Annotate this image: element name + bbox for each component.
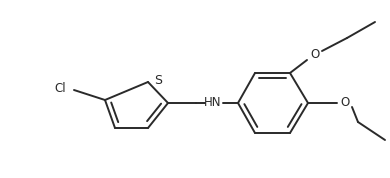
Text: HN: HN <box>204 96 222 109</box>
Text: Cl: Cl <box>54 82 66 95</box>
Text: O: O <box>310 48 320 62</box>
Text: S: S <box>154 74 162 87</box>
Text: O: O <box>340 96 349 109</box>
